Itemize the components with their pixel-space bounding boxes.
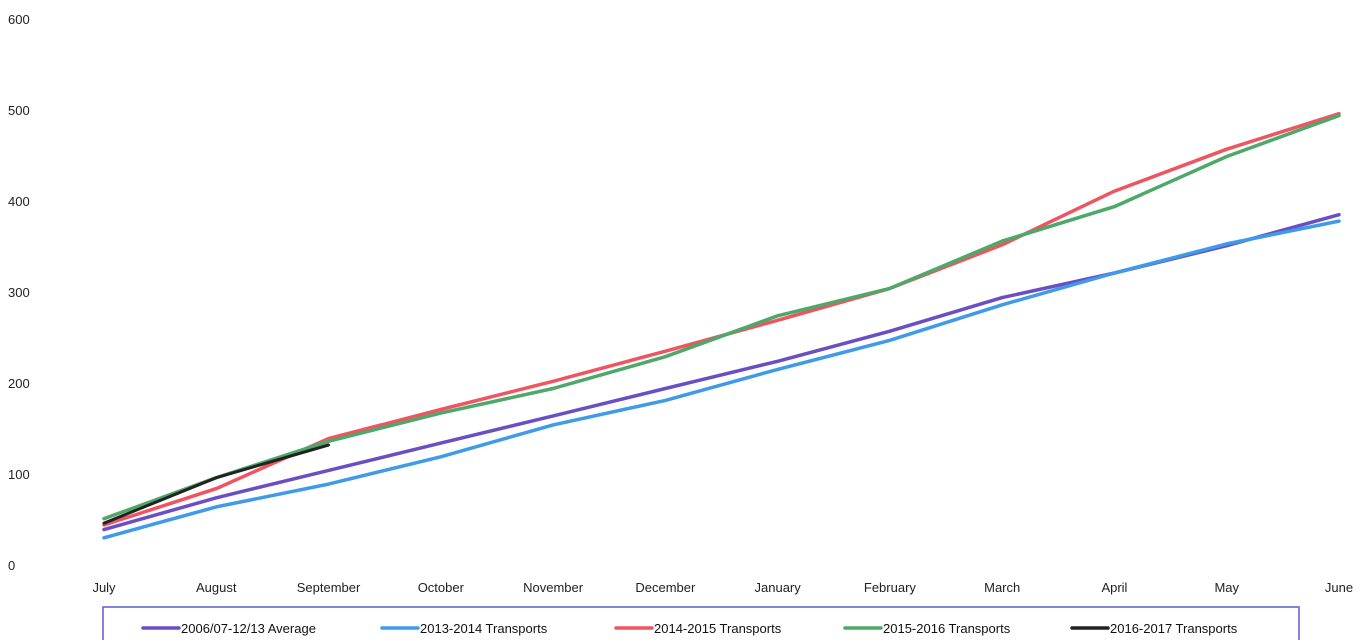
legend-box [102, 606, 1300, 640]
series-line-2 [102, 219, 1341, 540]
y-tick-label: 500 [8, 103, 30, 118]
legend-label: 2013-2014 Transports [420, 621, 548, 636]
y-axis-ticks: 0 100 200 300 400 500 600 [8, 12, 30, 573]
legend: 2006/07-12/13 Average 2013-2014 Transport… [102, 606, 1300, 640]
legend-label: 2006/07-12/13 Average [181, 621, 316, 636]
x-tick-label: November [523, 580, 584, 595]
x-tick-label: September [297, 580, 361, 595]
x-tick-label: February [864, 580, 917, 595]
x-tick-label: May [1214, 580, 1239, 595]
x-tick-label: December [635, 580, 696, 595]
y-tick-label: 600 [8, 12, 30, 27]
x-tick-label: October [418, 580, 465, 595]
legend-label: 2016-2017 Transports [1110, 621, 1238, 636]
x-tick-label: June [1325, 580, 1353, 595]
y-tick-label: 100 [8, 467, 30, 482]
series-line-5 [102, 443, 330, 525]
y-tick-label: 300 [8, 285, 30, 300]
y-tick-label: 0 [8, 558, 15, 573]
x-tick-label: January [755, 580, 802, 595]
x-tick-label: August [196, 580, 237, 595]
series-lines [102, 111, 1341, 540]
y-tick-label: 400 [8, 194, 30, 209]
y-tick-label: 200 [8, 376, 30, 391]
x-tick-label: March [984, 580, 1020, 595]
legend-label: 2015-2016 Transports [883, 621, 1011, 636]
x-tick-label: April [1101, 580, 1127, 595]
x-tick-label: July [92, 580, 116, 595]
legend-label: 2014-2015 Transports [654, 621, 782, 636]
series-line-4 [102, 113, 1341, 521]
series-line-3 [102, 111, 1341, 527]
x-axis-ticks: July August September October November Decemb… [92, 580, 1353, 595]
